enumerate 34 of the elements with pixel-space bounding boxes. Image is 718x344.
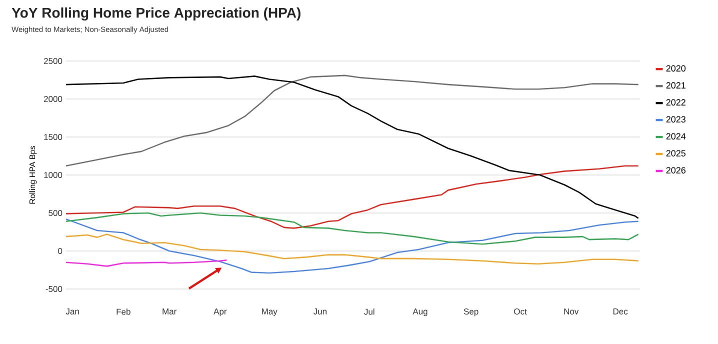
y-tick-label: 500 xyxy=(48,210,62,216)
x-tick-label: Jan xyxy=(66,308,79,314)
y-axis-title: Rolling HPA Bps xyxy=(29,146,37,204)
x-tick-label: Apr xyxy=(214,308,227,316)
y-tick-label: 1500 xyxy=(44,134,62,140)
x-tick-label: Oct xyxy=(514,308,527,315)
x-tick-label: Sep xyxy=(464,308,478,316)
x-tick-label: Jul xyxy=(364,308,374,315)
legend-label: 2025 xyxy=(666,150,686,156)
x-tick-label: Mar xyxy=(162,308,176,314)
line-series xyxy=(65,74,640,167)
chart-title: YoY Rolling Home Price Appreciation (HPA) xyxy=(12,7,300,21)
y-tick-label: 2000 xyxy=(44,96,62,102)
y-tick-label: 2500 xyxy=(44,58,62,64)
line-series xyxy=(65,212,640,245)
legend-label: 2022 xyxy=(666,99,686,106)
x-tick-label: Jun xyxy=(313,308,326,314)
line-series xyxy=(65,259,228,267)
line-series xyxy=(65,234,640,265)
y-tick-label: 1000 xyxy=(44,172,62,178)
line-series xyxy=(65,218,640,274)
legend-label: 2020 xyxy=(666,65,686,72)
x-tick-label: Feb xyxy=(116,308,130,315)
y-tick-label: -500 xyxy=(46,286,62,292)
x-tick-label: Nov xyxy=(564,308,579,314)
line-series xyxy=(65,76,640,219)
x-tick-label: May xyxy=(262,308,278,316)
legend-label: 2021 xyxy=(666,82,686,89)
x-tick-label: Dec xyxy=(613,308,628,314)
legend-label: 2026 xyxy=(666,167,686,174)
legend-label: 2023 xyxy=(666,116,686,123)
legend-label: 2024 xyxy=(666,133,686,140)
y-tick-label: 0 xyxy=(58,248,62,254)
x-tick-label: Aug xyxy=(412,308,428,316)
